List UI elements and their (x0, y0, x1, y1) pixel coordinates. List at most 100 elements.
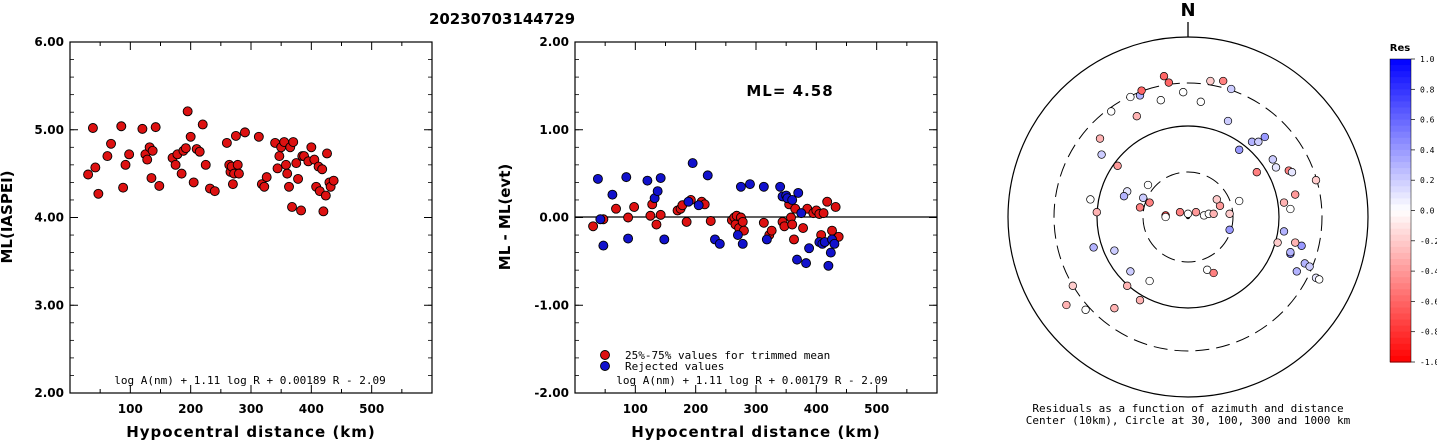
colorbar-segment (1390, 277, 1411, 284)
x-tick-label: 400 (299, 402, 324, 416)
ml-value: ML= 4.58 (746, 82, 833, 100)
data-point (829, 238, 840, 249)
data-point (607, 189, 618, 200)
colorbar-segment (1390, 168, 1411, 175)
colorbar-segment (1390, 204, 1411, 212)
residual-point (1235, 196, 1244, 206)
colorbar-segment (1390, 234, 1411, 242)
colorbar-segment (1390, 198, 1411, 206)
data-point (317, 164, 328, 175)
colorbar-segment (1390, 325, 1411, 333)
x-tick-label: 500 (864, 402, 889, 416)
residual-point (1095, 134, 1105, 143)
residual-point (1143, 180, 1153, 190)
residual-point (1164, 78, 1173, 87)
legend-rejected-label: Rejected values (625, 360, 724, 373)
panel3-points (1062, 72, 1324, 314)
y-tick-label: 4.00 (34, 211, 64, 225)
residual-point (1227, 84, 1236, 94)
data-point (318, 206, 329, 217)
colorbar-segment (1390, 265, 1411, 272)
data-point (623, 212, 634, 223)
data-point (90, 162, 101, 173)
residual-point (1156, 96, 1165, 105)
data-point (642, 175, 653, 186)
x-tick-label: 100 (118, 402, 143, 416)
y-tick-label: 3.00 (34, 298, 64, 312)
residual-point (1291, 190, 1300, 199)
data-point (758, 217, 769, 228)
data-point (787, 219, 798, 230)
colorbar-segment (1390, 71, 1411, 78)
residual-point (1183, 209, 1193, 218)
data-point (804, 243, 815, 254)
data-point (120, 159, 131, 170)
residual-point (1235, 145, 1244, 154)
x-tick-label: 400 (804, 402, 829, 416)
residual-point (1068, 281, 1077, 290)
data-point (232, 159, 243, 170)
residual-point (1161, 212, 1170, 222)
data-point (735, 181, 746, 192)
panel1-ylabel: ML(IASPEI) (0, 170, 16, 263)
colorbar-tick-label: -0.6 (1420, 297, 1437, 306)
data-point (185, 131, 196, 142)
residual-point (1159, 72, 1169, 81)
residual-point (1279, 198, 1289, 207)
colorbar-segment (1390, 222, 1411, 230)
data-point (240, 127, 250, 138)
legend-used-marker (600, 350, 610, 360)
panel1-points (83, 106, 339, 217)
data-point (296, 205, 307, 216)
data-point (655, 209, 666, 220)
data-point (789, 234, 799, 245)
data-point (281, 159, 291, 170)
data-point (170, 159, 181, 170)
colorbar-segment (1390, 131, 1411, 139)
data-point (652, 186, 663, 197)
colorbar-title: Res (1390, 43, 1410, 54)
data-point (745, 179, 755, 190)
data-point (651, 219, 662, 230)
colorbar-segment (1390, 307, 1411, 315)
data-point (274, 151, 285, 162)
data-point (261, 172, 272, 183)
panel2-xlabel: Hypocentral distance (km) (631, 423, 881, 441)
colorbar-segment (1390, 83, 1411, 90)
data-point (287, 202, 297, 212)
residual-point (1175, 208, 1185, 217)
colorbar-segment (1390, 137, 1411, 145)
panel1-frame (69, 41, 433, 394)
residual-point (1206, 76, 1215, 86)
colorbar-segment (1390, 252, 1411, 260)
data-point (621, 172, 632, 183)
data-point (209, 186, 220, 197)
data-point (758, 181, 769, 192)
data-point (737, 238, 748, 249)
data-point (598, 240, 609, 251)
data-point (259, 181, 270, 192)
residual-point (1311, 176, 1321, 185)
y-tick-label: 0.00 (539, 211, 569, 225)
colorbar-tick-label: -0.4 (1420, 267, 1437, 276)
caption-line2: Center (10km), Circle at 30, 100, 300 an… (1026, 414, 1351, 427)
data-point (787, 194, 798, 205)
data-point (188, 177, 199, 188)
data-point (796, 208, 807, 219)
residual-point (1279, 227, 1289, 236)
data-point (293, 173, 304, 184)
data-point (714, 238, 725, 249)
data-point (761, 234, 772, 245)
panel-ml-vs-distance: 100 200 300 400 500 2.00 3.00 4.00 5.00 6.00 ML(I… (0, 35, 433, 441)
data-point (623, 233, 634, 244)
residual-point (1254, 137, 1263, 146)
data-point (146, 173, 157, 183)
data-point (284, 181, 294, 192)
colorbar-segment (1390, 210, 1411, 218)
residual-point (1110, 246, 1119, 255)
data-point (328, 175, 339, 186)
legend: 25%-75% values for trimmed mean Rejected… (600, 349, 830, 373)
residual-point (1137, 86, 1146, 95)
colorbar-tick-label: 0.8 (1420, 85, 1435, 94)
